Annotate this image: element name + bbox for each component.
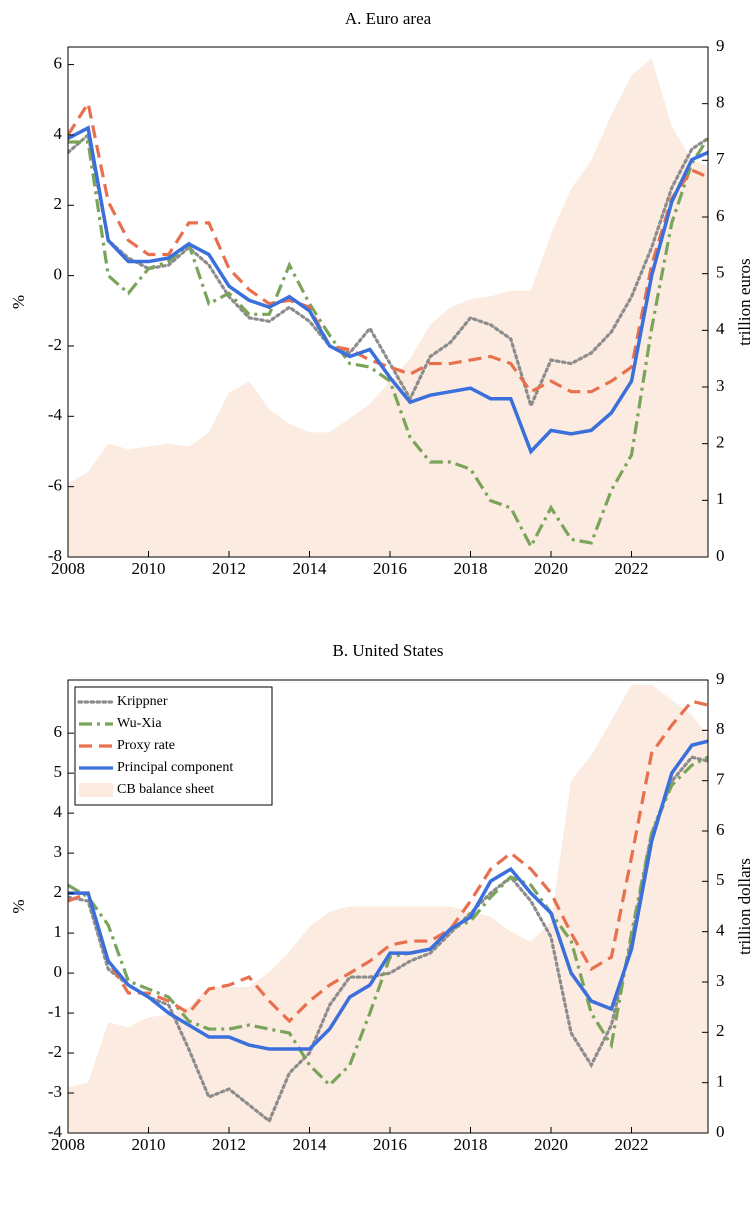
y2-tick-label: 5 [716,263,725,282]
line [68,755,708,1124]
y2-tick-label: 0 [716,546,725,565]
y2-axis-label: trillion euros [735,258,754,345]
y-tick-label: 6 [54,722,63,741]
line [68,125,708,455]
x-tick-label: 2014 [293,559,328,578]
y2-tick-label: 7 [716,770,725,789]
y-tick-label: 5 [54,762,63,781]
y-tick-label: 1 [54,922,63,941]
plot-frame [67,46,709,558]
plot-area [68,58,708,557]
y-tick-label: 2 [54,882,63,901]
y2-tick-label: 5 [716,870,725,889]
x-tick-label: 2008 [51,559,85,578]
y2-tick-label: 6 [716,820,725,839]
y2-axis-label: trillion dollars [735,858,754,955]
line [68,137,708,550]
y-tick-label: -6 [48,476,62,495]
x-tick-label: 2020 [534,559,568,578]
chart-title: A. Euro area [345,9,432,28]
area [68,685,708,1133]
y2-tick-label: 2 [716,1021,725,1040]
line [68,755,708,1088]
y2-tick-label: 8 [716,93,725,112]
legend-label: Principal component [117,760,233,775]
plot-area [68,685,708,1133]
legend: Krippner Wu-Xia Proxy rate Principal compon… [74,686,273,806]
y2-tick-label: 6 [716,206,725,225]
plot-frame [67,679,709,1134]
y-axis-label: % [9,899,28,913]
y2-tick-label: 1 [716,489,725,508]
y2-tick-label: 0 [716,1122,725,1141]
legend-label: Proxy rate [117,738,175,753]
line [68,131,708,411]
y2-tick-label: 3 [716,971,725,990]
y-tick-label: -8 [48,546,62,565]
y2-tick-label: 9 [716,36,725,55]
y-tick-label: 3 [54,842,63,861]
y-tick-label: -2 [48,335,62,354]
x-tick-label: 2012 [212,1135,246,1154]
y-tick-label: 6 [54,53,63,72]
chart-title: B. United States [333,641,444,660]
y-tick-label: 4 [54,802,63,821]
x-tick-label: 2010 [132,559,166,578]
legend-label: Wu-Xia [117,716,162,731]
y-tick-label: -4 [48,1122,63,1141]
x-tick-label: 2022 [615,1135,649,1154]
x-tick-label: 2014 [293,1135,328,1154]
x-tick-label: 2016 [373,1135,407,1154]
y-tick-label: -1 [48,1002,62,1021]
legend-swatch [79,783,113,797]
y2-tick-label: 2 [716,433,725,452]
y-tick-label: 2 [54,194,63,213]
y-tick-label: -4 [48,405,63,424]
y-tick-label: 4 [54,124,63,143]
y2-tick-label: 7 [716,149,725,168]
x-tick-label: 2018 [454,559,488,578]
y2-tick-label: 1 [716,1072,725,1091]
area [68,58,708,557]
x-tick-label: 2022 [615,559,649,578]
x-tick-label: 2020 [534,1135,568,1154]
y2-tick-label: 3 [716,376,725,395]
x-tick-label: 2010 [132,1135,166,1154]
y-tick-label: 0 [54,265,63,284]
y2-tick-label: 9 [716,669,725,688]
x-tick-label: 2016 [373,559,407,578]
x-tick-label: 2018 [454,1135,488,1154]
legend-label: CB balance sheet [117,782,214,797]
x-tick-label: 2012 [212,559,246,578]
y-tick-label: 0 [54,962,63,981]
y-tick-label: -2 [48,1042,62,1061]
y2-tick-label: 4 [716,921,725,940]
legend-label: Krippner [117,694,168,709]
y2-tick-label: 4 [716,319,725,338]
line [68,739,708,1051]
y-tick-label: -3 [48,1082,62,1101]
y-axis-label: % [9,295,28,309]
x-tick-label: 2008 [51,1135,85,1154]
y2-tick-label: 8 [716,719,725,738]
